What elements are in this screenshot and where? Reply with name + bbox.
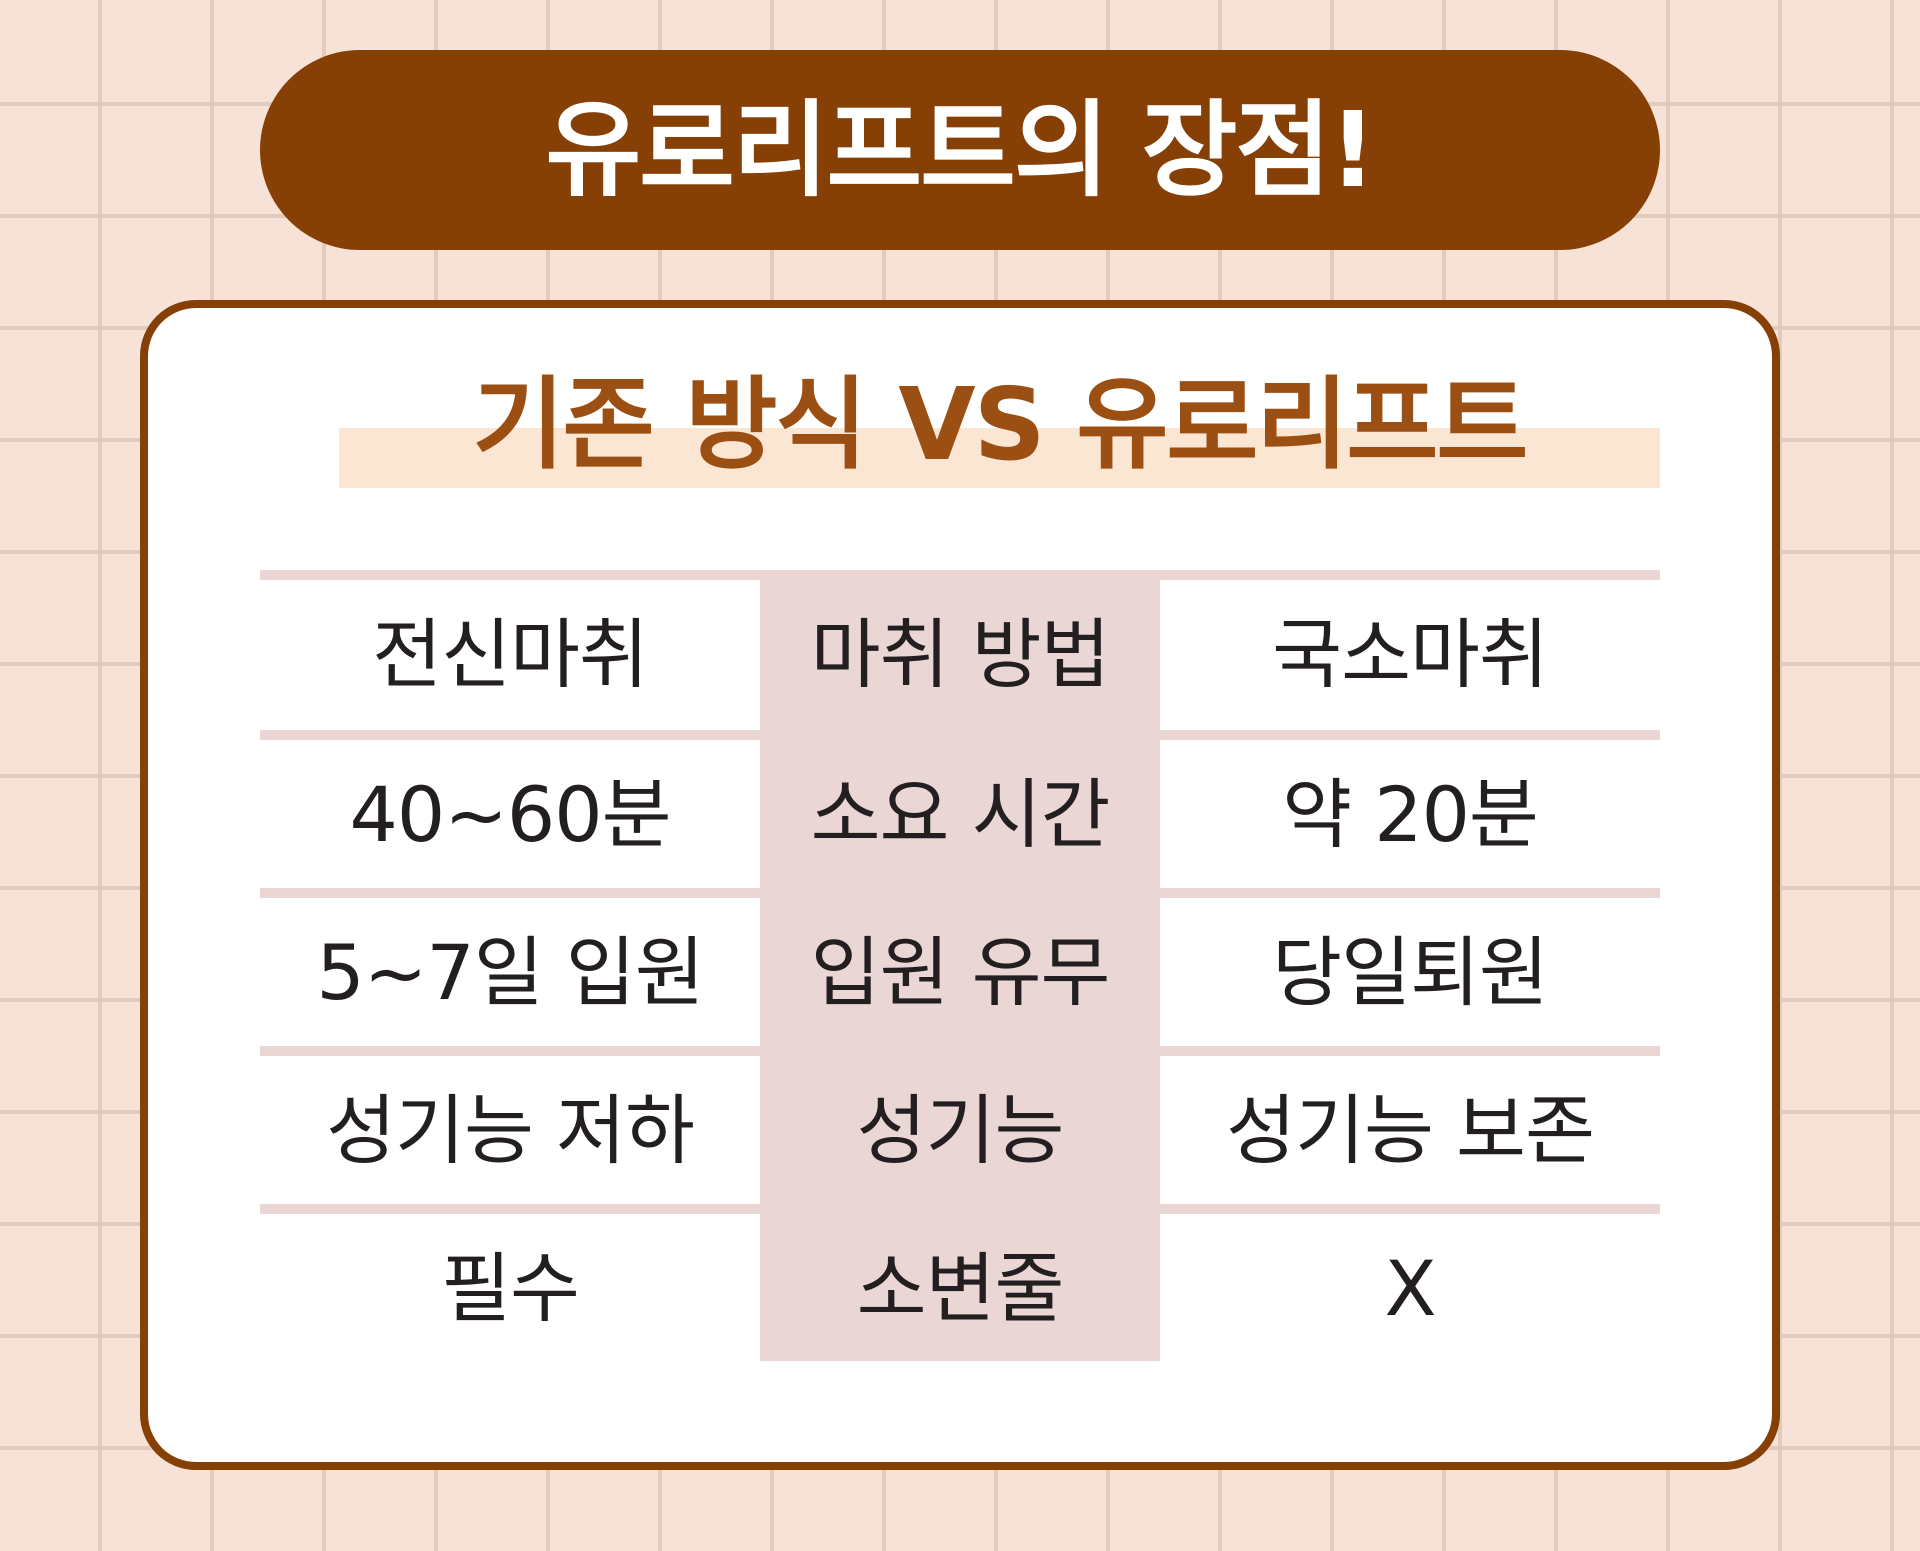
category-cell: 입원 유무 [810, 928, 1111, 1017]
category-column-background [760, 570, 1160, 1361]
row-divider [260, 730, 1660, 740]
row-divider [260, 1204, 1660, 1214]
row-divider [260, 1046, 1660, 1056]
eurolift-cell: 당일퇴원 [1272, 928, 1549, 1017]
subtitle-highlight [339, 428, 1660, 488]
eurolift-cell: 국소마취 [1272, 610, 1549, 699]
eurolift-cell: 약 20분 [1282, 770, 1539, 859]
title-banner: 유로리프트의 장점! [260, 50, 1660, 250]
existing-method-cell: 필수 [441, 1244, 580, 1333]
category-cell: 소변줄 [856, 1244, 1065, 1333]
eurolift-cell: 성기능 보존 [1226, 1086, 1595, 1175]
category-cell: 소요 시간 [810, 770, 1111, 859]
row-divider [260, 888, 1660, 898]
page-title: 유로리프트의 장점! [545, 89, 1376, 211]
existing-method-cell: 40~60분 [349, 770, 671, 859]
existing-method-cell: 전신마취 [372, 610, 649, 699]
category-cell: 마취 방법 [810, 610, 1111, 699]
category-cell: 성기능 [856, 1086, 1065, 1175]
eurolift-cell: X [1384, 1244, 1436, 1333]
existing-method-cell: 5~7일 입원 [316, 928, 704, 1017]
existing-method-cell: 성기능 저하 [326, 1086, 695, 1175]
row-divider [260, 570, 1660, 580]
comparison-subtitle: 기존 방식 VS 유로리프트 [472, 366, 1529, 483]
